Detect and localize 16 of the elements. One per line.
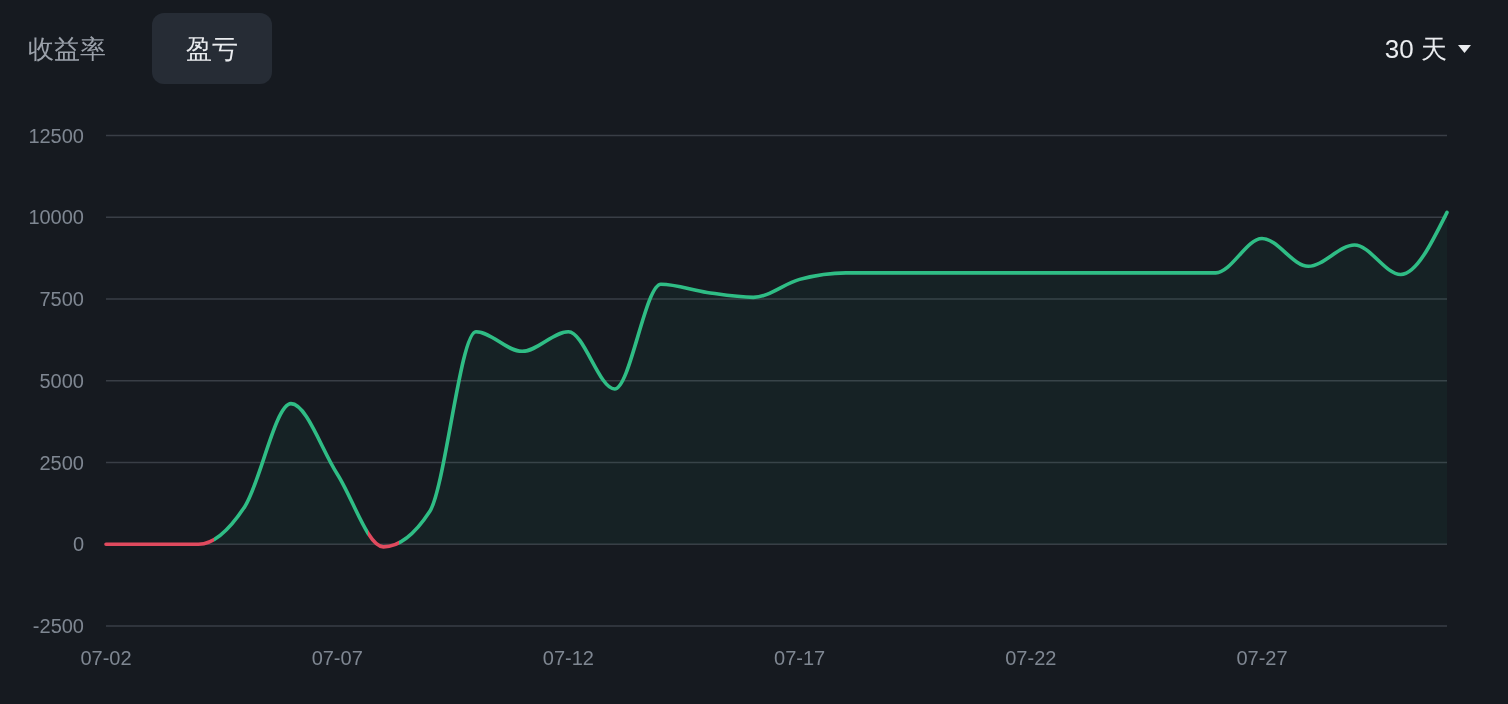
- y-tick-label: 0: [72, 533, 84, 556]
- y-tick-label: 7500: [39, 288, 84, 310]
- x-tick-label: 07-27: [1236, 647, 1288, 669]
- x-tick-label: 07-12: [542, 647, 594, 669]
- y-tick-label: -2500: [32, 615, 84, 637]
- x-tick-label: 07-02: [80, 647, 132, 669]
- x-tick-label: 07-17: [774, 647, 826, 669]
- y-tick-label: 10000: [28, 206, 84, 229]
- y-tick-label: 5000: [39, 369, 84, 392]
- chart-title: 盈亏: [186, 34, 238, 64]
- y-tick-label: 12500: [28, 124, 84, 147]
- x-tick-label: 07-07: [311, 647, 363, 669]
- period-dropdown-label: 30 天: [1384, 34, 1447, 64]
- tab-label: 收益率: [28, 34, 106, 64]
- y-tick-label: 2500: [39, 451, 84, 474]
- x-tick-label: 07-22: [1005, 647, 1057, 669]
